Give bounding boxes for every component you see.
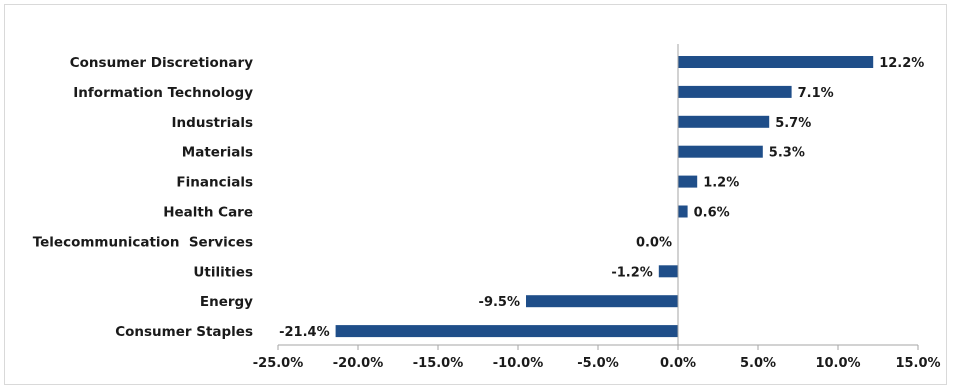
value-label: 5.7%: [775, 116, 811, 131]
bar-3: [678, 145, 763, 158]
category-label: Utilities: [193, 264, 253, 280]
value-label: 5.3%: [769, 146, 805, 161]
value-label: 1.2%: [703, 176, 739, 191]
value-label: 7.1%: [798, 86, 834, 101]
value-label: 0.6%: [694, 206, 730, 221]
x-tick-label: 15.0%: [895, 356, 940, 371]
labels-layer: Consumer Discretionary 12.2% Information T…: [33, 55, 925, 340]
axis-layer: -25.0% -20.0% -15.0% -10.0% -5.0% 0.0% 5.0% 10.…: [253, 44, 941, 371]
x-tick-label: -10.0%: [493, 356, 544, 371]
bar-1: [678, 85, 792, 98]
category-label: Consumer Staples: [115, 324, 253, 340]
bar-0: [678, 56, 874, 68]
category-label: Telecommunication Services: [33, 234, 253, 250]
category-label: Industrials: [172, 115, 253, 131]
category-label: Health Care: [163, 205, 253, 221]
value-label: 12.2%: [879, 56, 924, 71]
category-label: Energy: [200, 294, 253, 310]
bar-9: [335, 325, 678, 338]
x-tick-label: -5.0%: [577, 356, 618, 371]
value-label: -9.5%: [479, 295, 520, 310]
x-tick-label: -20.0%: [333, 356, 384, 371]
bar-5: [678, 205, 688, 218]
bar-2: [678, 115, 770, 128]
category-label: Consumer Discretionary: [70, 55, 253, 71]
bar-8: [526, 295, 678, 308]
bar-7: [658, 265, 678, 278]
x-tick-label: 5.0%: [740, 356, 776, 371]
x-tick-label: -15.0%: [413, 356, 464, 371]
value-label: 0.0%: [636, 235, 672, 250]
value-label: -1.2%: [611, 265, 652, 280]
category-label: Materials: [182, 145, 253, 161]
bars-layer: [335, 56, 874, 338]
x-tick-label: 10.0%: [815, 356, 860, 371]
x-tick-label: -25.0%: [253, 356, 304, 371]
x-tick-label: 0.0%: [660, 356, 696, 371]
category-label: Information Technology: [73, 85, 253, 101]
category-label: Financials: [176, 175, 253, 191]
value-label: -21.4%: [279, 325, 330, 340]
bar-4: [678, 175, 698, 188]
